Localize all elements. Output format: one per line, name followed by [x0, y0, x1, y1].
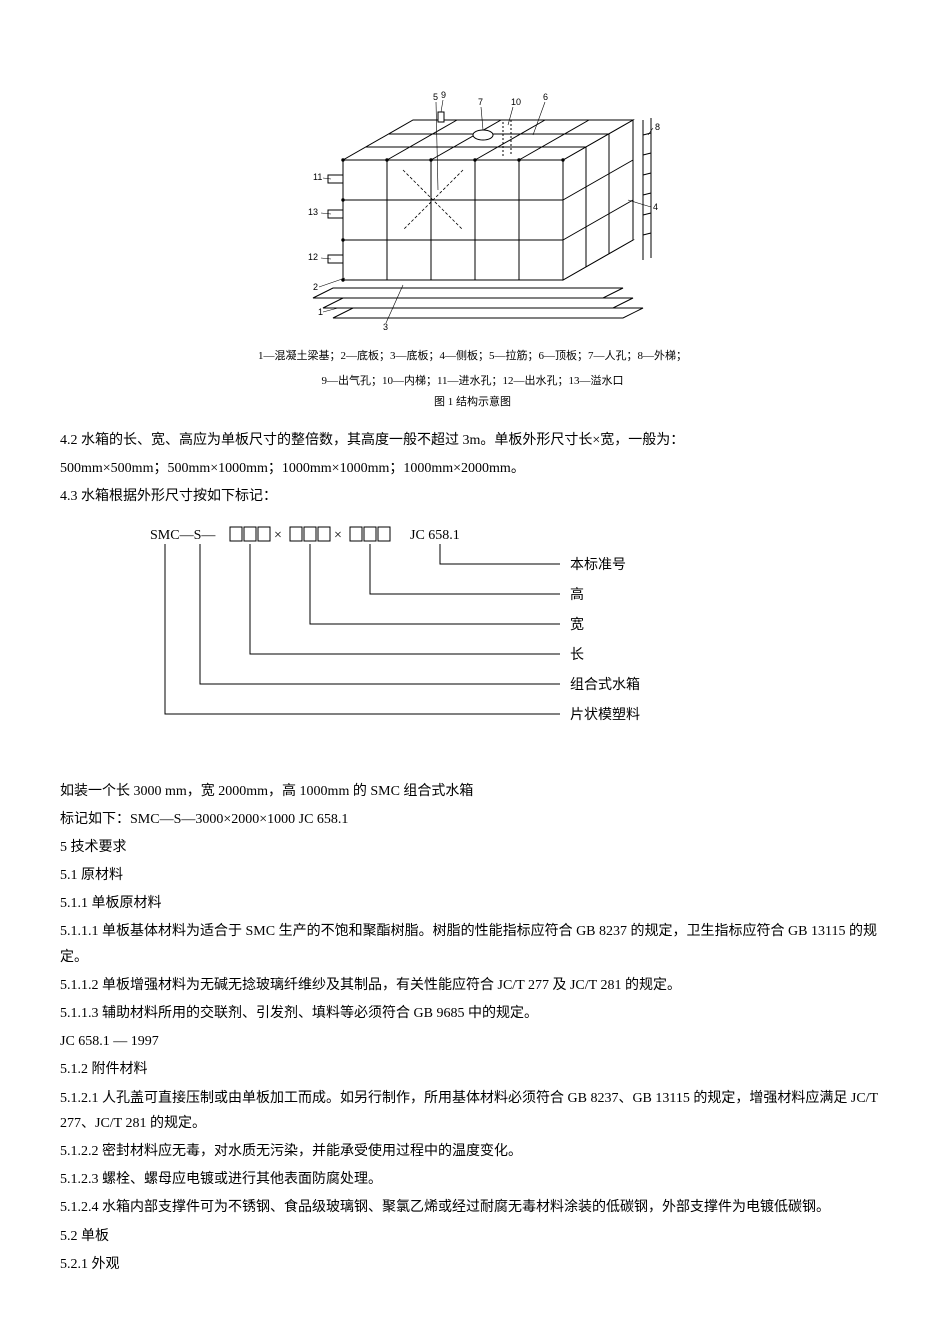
- marking-label-6: 片状模塑料: [570, 707, 640, 723]
- para-4-2-b: 500mm×500mm；500mm×1000mm；1000mm×1000mm；1…: [60, 456, 885, 481]
- marking-suffix: JC 658.1: [410, 528, 460, 543]
- sec-5-2-1: 5.2.1 外观: [60, 1252, 885, 1277]
- example-line1: 如装一个长 3000 mm，宽 2000mm，高 1000mm 的 SMC 组合…: [60, 779, 885, 804]
- sec-5-2: 5.2 单板: [60, 1224, 885, 1249]
- sec-5-1-2: 5.1.2 附件材料: [60, 1057, 885, 1082]
- sec-5-1-1-2: 5.1.1.2 单板增强材料为无碱无捻玻璃纤维纱及其制品，有关性能应符合 JC/…: [60, 973, 885, 998]
- svg-text:12: 12: [308, 252, 318, 262]
- para-4-2-a: 4.2 水箱的长、宽、高应为单板尺寸的整倍数，其高度一般不超过 3m。单板外形尺…: [60, 428, 885, 453]
- marking-prefix: SMC—S—: [150, 528, 216, 543]
- sec-5-1-1-1: 5.1.1.1 单板基体材料为适合于 SMC 生产的不饱和聚酯树脂。树脂的性能指…: [60, 919, 885, 969]
- tank-structure-diagram: 1 2 3 4 5 6 7 8 9 10: [283, 60, 663, 340]
- sec-5-1-2-2: 5.1.2.2 密封材料应无毒，对水质无污染，并能承受使用过程中的温度变化。: [60, 1139, 885, 1164]
- svg-text:1: 1: [318, 307, 323, 317]
- svg-text:13: 13: [308, 207, 318, 217]
- svg-text:×: ×: [274, 528, 282, 543]
- sec-5-1-2-4: 5.1.2.4 水箱内部支撑件可为不锈钢、食品级玻璃钢、聚氯乙烯或经过耐腐无毒材…: [60, 1195, 885, 1220]
- marking-label-5: 组合式水箱: [570, 677, 640, 693]
- svg-text:10: 10: [511, 97, 521, 107]
- jc-ref: JC 658.1 — 1997: [60, 1029, 885, 1054]
- svg-text:5: 5: [433, 92, 438, 102]
- marking-label-4: 长: [570, 647, 584, 663]
- figure-1-caption-line1: 1—混凝土梁基；2—底板；3—底板；4—侧板；5—拉筋；6—顶板；7—人孔；8—…: [60, 348, 885, 365]
- svg-text:×: ×: [334, 528, 342, 543]
- figure-1-caption-line2: 9—出气孔；10—内梯；11—进水孔；12—出水孔；13—溢水口: [60, 373, 885, 390]
- sec-5-1-2-3: 5.1.2.3 螺栓、螺母应电镀或进行其他表面防腐处理。: [60, 1167, 885, 1192]
- example-line2: 标记如下：SMC—S—3000×2000×1000 JC 658.1: [60, 807, 885, 832]
- sec-5-1-1: 5.1.1 单板原材料: [60, 891, 885, 916]
- sec-5-1: 5.1 原材料: [60, 863, 885, 888]
- svg-text:2: 2: [313, 282, 318, 292]
- figure-1-title: 图 1 结构示意图: [60, 393, 885, 413]
- sec-5-1-2-1: 5.1.2.1 人孔盖可直接压制或由单板加工而成。如另行制作，所用基体材料必须符…: [60, 1086, 885, 1136]
- marking-label-2: 高: [570, 586, 584, 603]
- figure-1-container: 1 2 3 4 5 6 7 8 9 10: [60, 60, 885, 413]
- svg-text:3: 3: [383, 322, 388, 332]
- marking-label-1: 本标准号: [570, 557, 626, 573]
- sec-5: 5 技术要求: [60, 835, 885, 860]
- svg-text:6: 6: [543, 92, 548, 102]
- para-4-3: 4.3 水箱根据外形尺寸按如下标记：: [60, 484, 885, 509]
- svg-text:4: 4: [653, 202, 658, 212]
- svg-text:8: 8: [655, 122, 660, 132]
- marking-diagram: SMC—S— × × JC 658.1: [140, 519, 885, 768]
- sec-5-1-1-3: 5.1.1.3 辅助材料所用的交联剂、引发剂、填料等必须符合 GB 9685 中…: [60, 1001, 885, 1026]
- svg-text:9: 9: [441, 90, 446, 100]
- svg-text:11: 11: [313, 172, 322, 182]
- svg-text:7: 7: [478, 97, 483, 107]
- marking-label-3: 宽: [570, 616, 584, 633]
